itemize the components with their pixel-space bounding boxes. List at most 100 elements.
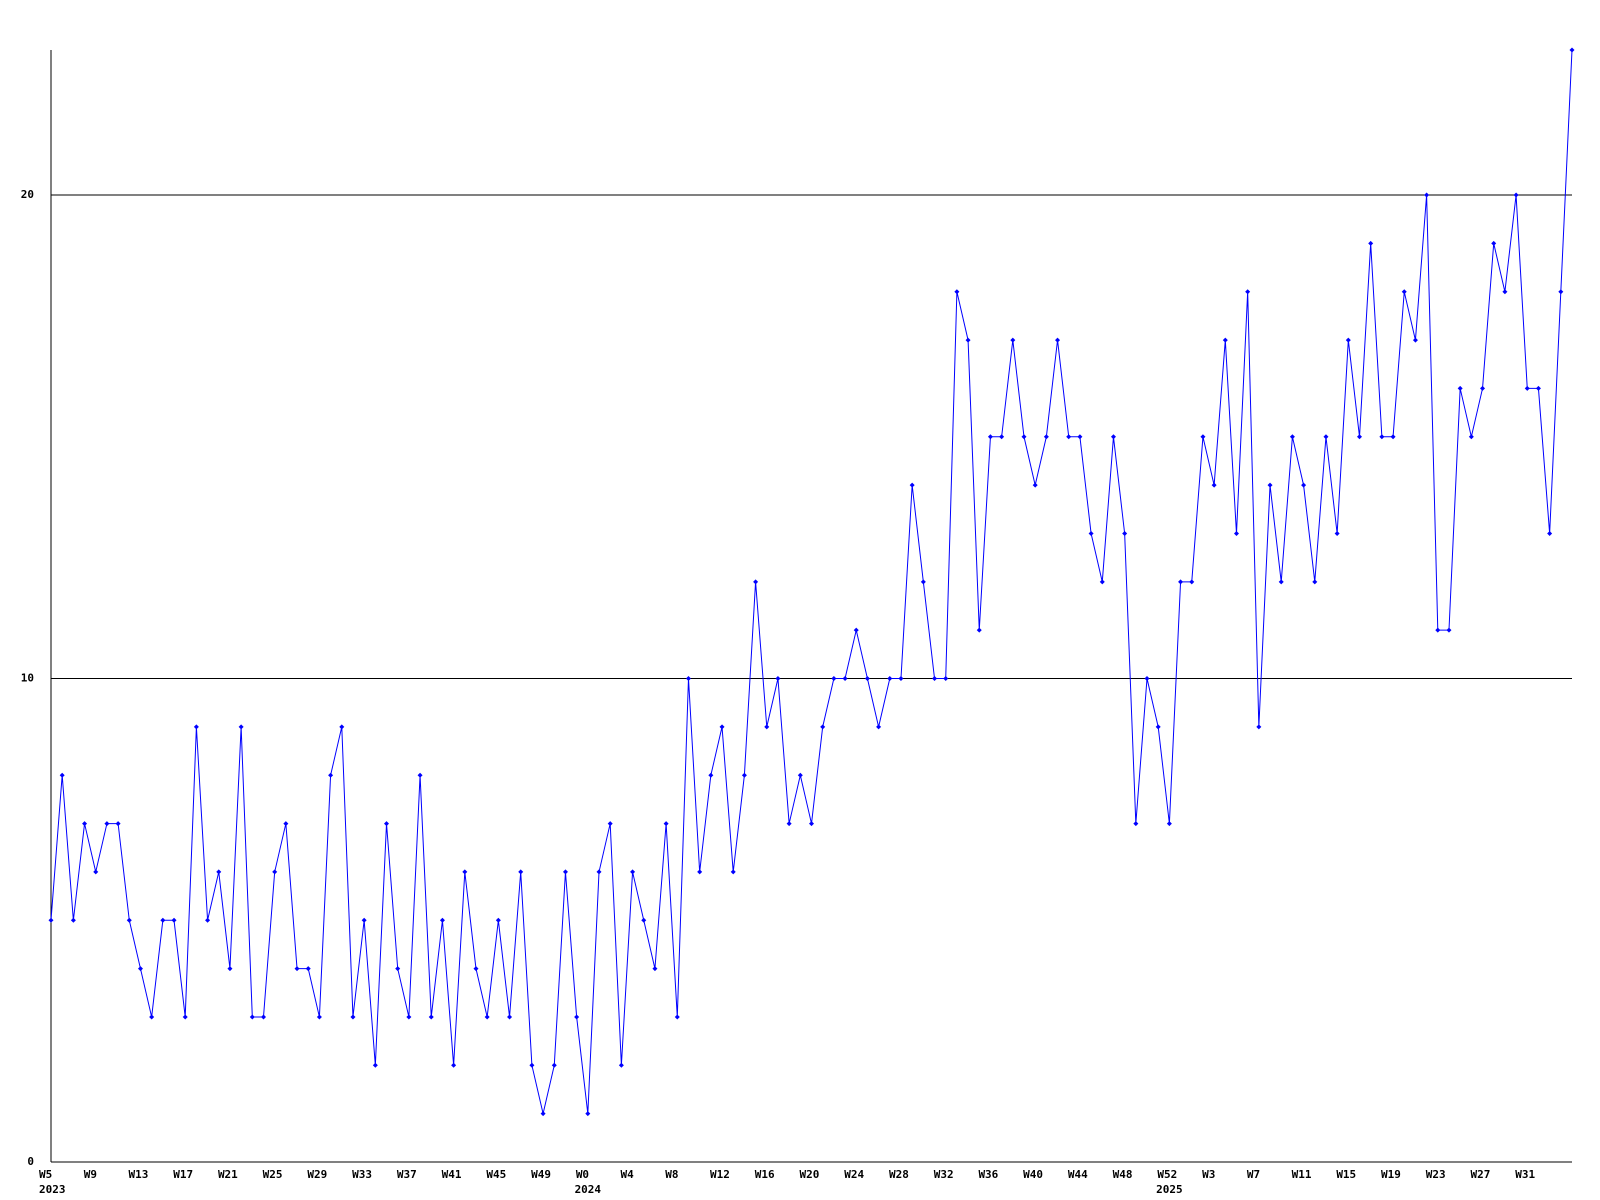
- point: [1457, 385, 1463, 391]
- point: [674, 1014, 680, 1020]
- point: [1066, 434, 1072, 440]
- x-tick-label: W33: [352, 1168, 372, 1181]
- point: [842, 676, 848, 682]
- point: [48, 917, 54, 923]
- point: [1222, 337, 1228, 343]
- point: [1301, 482, 1307, 488]
- point: [451, 1062, 457, 1068]
- point: [965, 337, 971, 343]
- point: [1390, 434, 1396, 440]
- x-tick-label: W52: [1157, 1168, 1177, 1181]
- x-tick-label: W45: [486, 1168, 506, 1181]
- point: [59, 772, 65, 778]
- point: [249, 1014, 255, 1020]
- point: [1558, 289, 1564, 295]
- point: [1412, 337, 1418, 343]
- point: [137, 966, 143, 972]
- point: [126, 917, 132, 923]
- point: [1468, 434, 1474, 440]
- point: [1345, 337, 1351, 343]
- point: [1200, 434, 1206, 440]
- point: [764, 724, 770, 730]
- point: [1569, 47, 1575, 53]
- point: [149, 1014, 155, 1020]
- point: [719, 724, 725, 730]
- point: [1334, 530, 1340, 536]
- point: [182, 1014, 188, 1020]
- point: [1424, 192, 1430, 198]
- point: [652, 966, 658, 972]
- x-tick-label: W44: [1068, 1168, 1088, 1181]
- point: [585, 1111, 591, 1117]
- point: [316, 1014, 322, 1020]
- x-tick-label: W15: [1336, 1168, 1356, 1181]
- point: [462, 869, 468, 875]
- x-tick-label: W21: [218, 1168, 238, 1181]
- x-tick-label: W29: [307, 1168, 327, 1181]
- point: [1524, 385, 1530, 391]
- point: [1256, 724, 1262, 730]
- point: [1278, 579, 1284, 585]
- point: [439, 917, 445, 923]
- point: [1088, 530, 1094, 536]
- point: [529, 1062, 535, 1068]
- point: [82, 821, 88, 827]
- point: [1401, 289, 1407, 295]
- point: [93, 869, 99, 875]
- point: [1144, 676, 1150, 682]
- point: [932, 676, 938, 682]
- point: [596, 869, 602, 875]
- point: [987, 434, 993, 440]
- point: [1535, 385, 1541, 391]
- x-tick-label: W5: [39, 1168, 52, 1181]
- y-tick-label: 10: [21, 672, 34, 685]
- point: [1379, 434, 1385, 440]
- x-tick-label: W37: [397, 1168, 417, 1181]
- x-tick-label: W17: [173, 1168, 193, 1181]
- point: [876, 724, 882, 730]
- x-tick-label: W31: [1515, 1168, 1535, 1181]
- x-tick-label: W19: [1381, 1168, 1401, 1181]
- point: [607, 821, 613, 827]
- point: [283, 821, 289, 827]
- point: [1267, 482, 1273, 488]
- point: [1368, 240, 1374, 246]
- x-tick-label: W12: [710, 1168, 730, 1181]
- point: [954, 289, 960, 295]
- point: [1055, 337, 1061, 343]
- point: [730, 869, 736, 875]
- point: [697, 869, 703, 875]
- point: [864, 676, 870, 682]
- x-year-label: 2024: [575, 1183, 602, 1196]
- point: [1312, 579, 1318, 585]
- y-tick-label: 20: [21, 188, 34, 201]
- point: [909, 482, 915, 488]
- point: [574, 1014, 580, 1020]
- point: [372, 1062, 378, 1068]
- x-tick-label: W9: [84, 1168, 97, 1181]
- point: [753, 579, 759, 585]
- x-year-label: 2025: [1156, 1183, 1183, 1196]
- x-tick-label: W48: [1113, 1168, 1133, 1181]
- x-tick-label: W27: [1471, 1168, 1491, 1181]
- point: [484, 1014, 490, 1020]
- point: [540, 1111, 546, 1117]
- point: [663, 821, 669, 827]
- point: [1010, 337, 1016, 343]
- x-tick-label: W11: [1292, 1168, 1312, 1181]
- point: [238, 724, 244, 730]
- point: [428, 1014, 434, 1020]
- point: [741, 772, 747, 778]
- point: [417, 772, 423, 778]
- point: [809, 821, 814, 827]
- point: [1133, 821, 1139, 827]
- point: [786, 821, 792, 827]
- point: [406, 1014, 412, 1020]
- point: [1178, 579, 1184, 585]
- y-tick-label: 0: [27, 1155, 34, 1168]
- x-tick-label: W13: [128, 1168, 148, 1181]
- point: [70, 917, 76, 923]
- point: [227, 966, 233, 972]
- point: [976, 627, 982, 633]
- point: [260, 1014, 266, 1020]
